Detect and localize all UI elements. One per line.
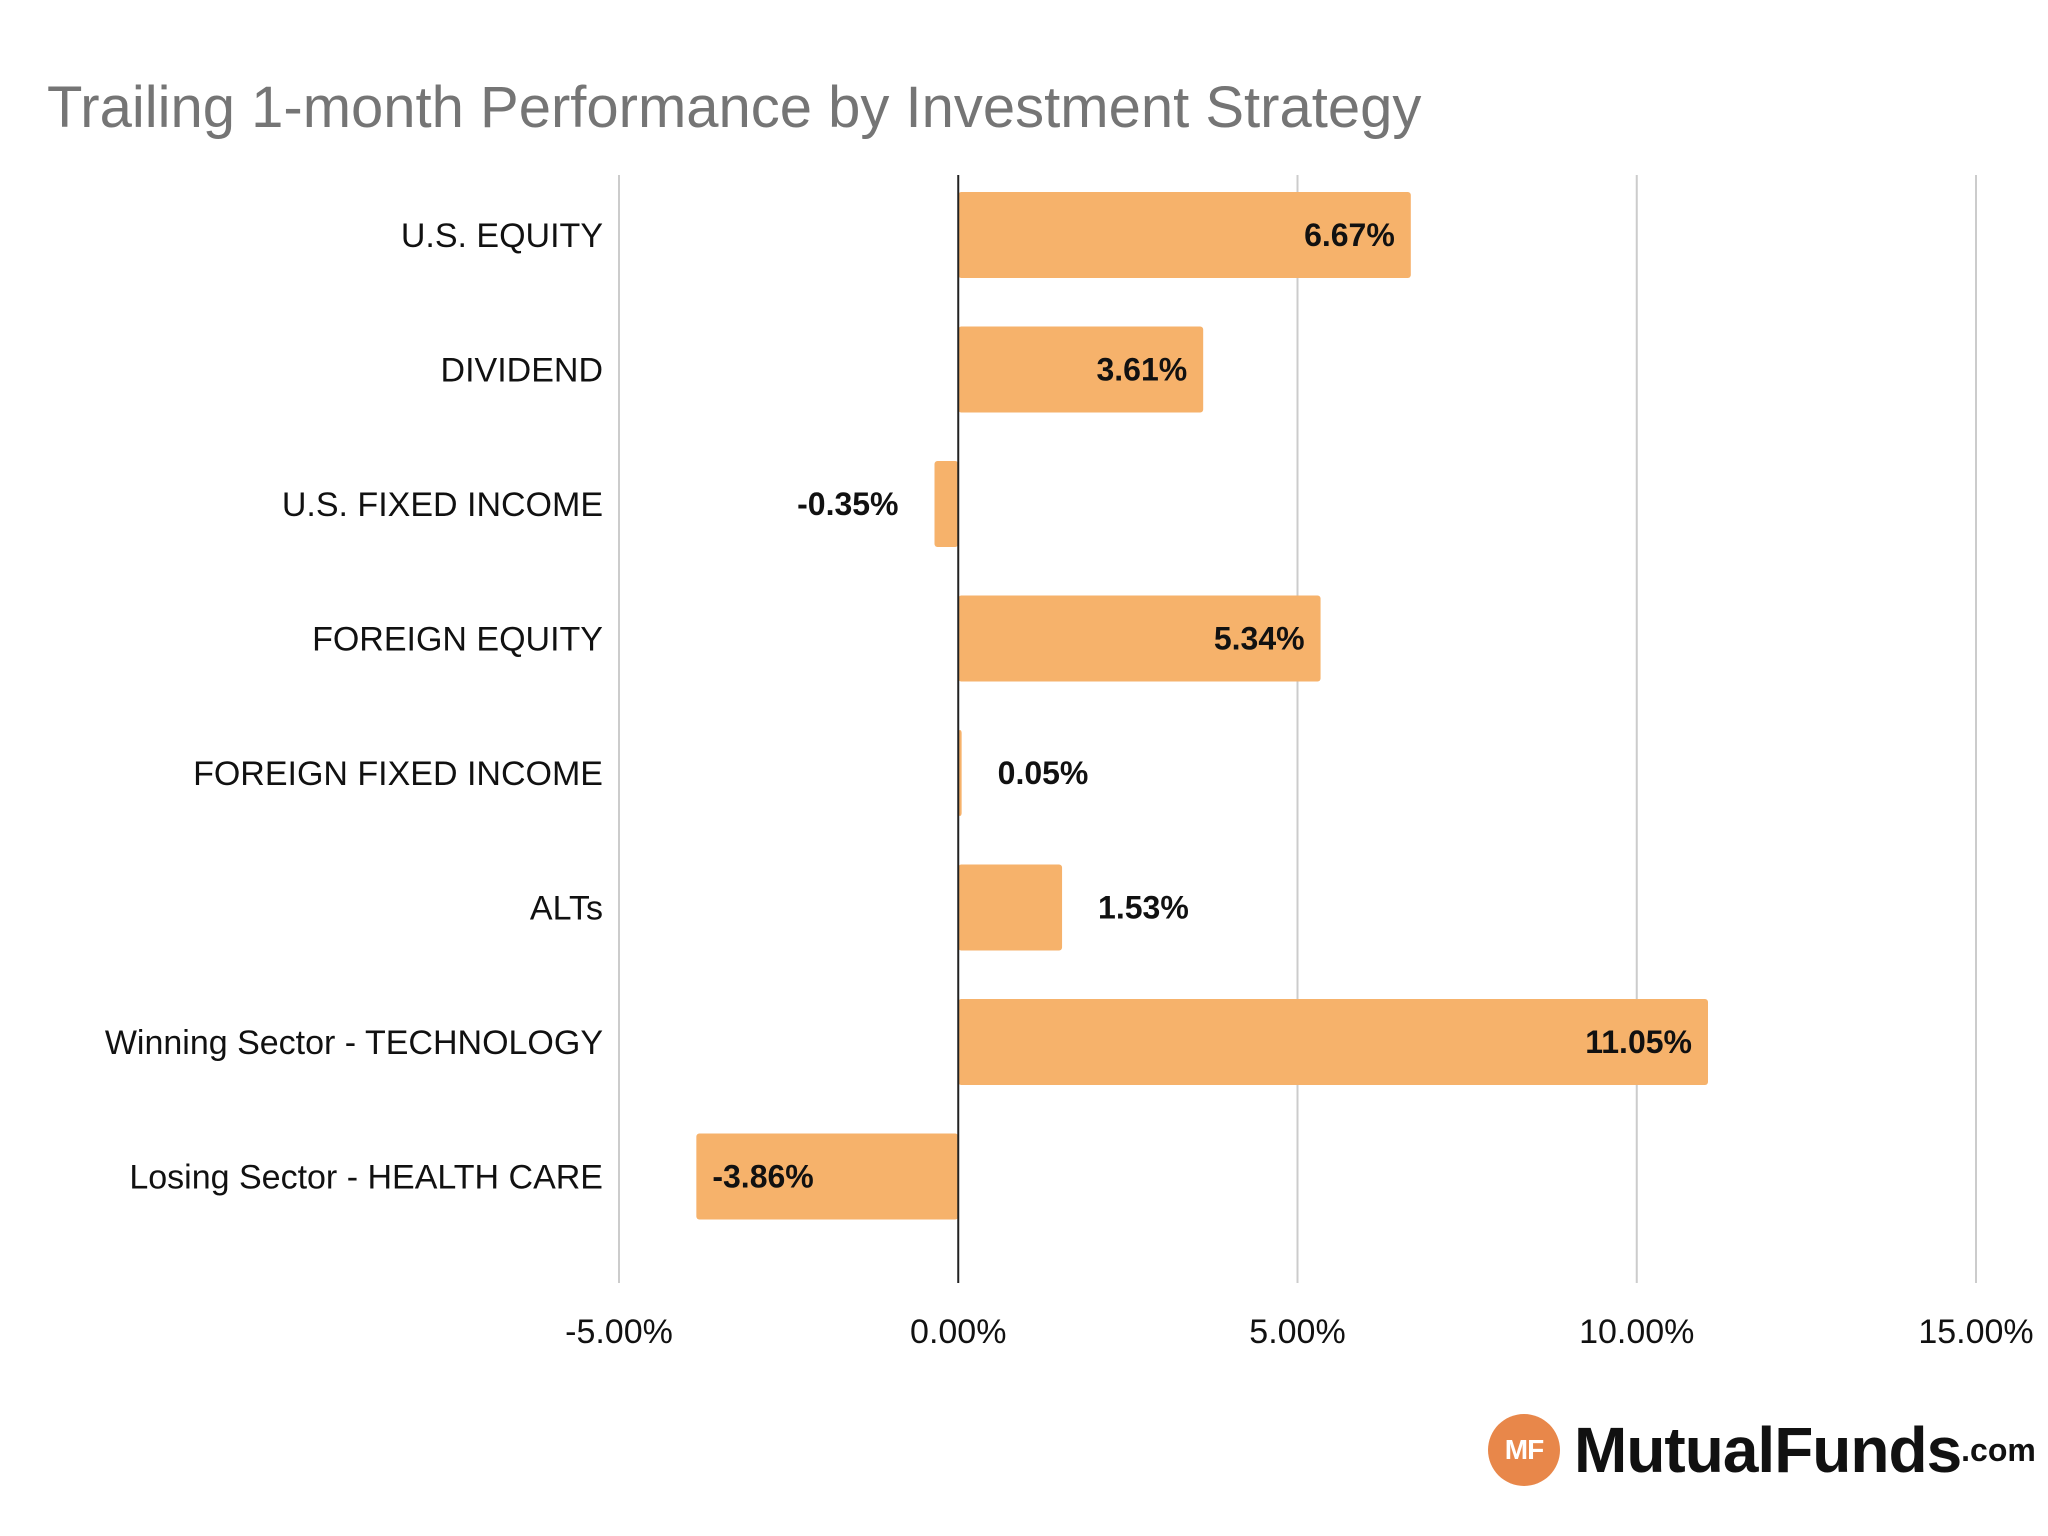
x-tick-label: 5.00%: [1249, 1313, 1345, 1351]
bar: [958, 326, 1204, 413]
category-label: FOREIGN EQUITY: [312, 621, 603, 659]
bar: [958, 192, 1411, 278]
category-label: ALTs: [530, 890, 603, 928]
bar: [958, 864, 1063, 951]
x-tick-label: 10.00%: [1579, 1313, 1694, 1351]
logo-suffix: .com: [1961, 1431, 2036, 1468]
bar: [696, 1133, 959, 1220]
category-label: DIVIDEND: [441, 352, 603, 390]
data-label: -3.86%: [712, 1159, 813, 1195]
x-tick-label: 0.00%: [910, 1313, 1006, 1351]
labels: -5.00% 0.00% 5.00% 10.00% 15.00% U.S. EQUITY 6…: [105, 217, 2034, 1351]
logo-name: MutualFunds: [1574, 1414, 1962, 1486]
category-label: Losing Sector - HEALTH CARE: [129, 1159, 603, 1197]
x-tick-label: 15.00%: [1918, 1313, 2033, 1351]
bars: [696, 192, 1708, 1220]
x-tick-label: -5.00%: [565, 1313, 673, 1351]
bar: [958, 595, 1321, 682]
bar: [934, 461, 959, 547]
category-label: FOREIGN FIXED INCOME: [193, 755, 603, 793]
grid-lines: [618, 175, 1977, 1283]
data-label: 6.67%: [1304, 217, 1395, 253]
data-label: 0.05%: [998, 755, 1089, 791]
logo-badge: MF: [1488, 1414, 1560, 1486]
category-label: Winning Sector - TECHNOLOGY: [105, 1024, 603, 1062]
data-label: 5.34%: [1214, 621, 1305, 657]
data-label: 11.05%: [1585, 1024, 1692, 1060]
mutualfunds-logo: MF MutualFunds .com: [1488, 1410, 2036, 1490]
chart-title: Trailing 1-month Performance by Investme…: [47, 75, 1422, 140]
category-label: U.S. EQUITY: [401, 217, 603, 255]
category-label: U.S. FIXED INCOME: [282, 486, 603, 524]
bar: [958, 999, 1708, 1085]
data-label: 1.53%: [1098, 890, 1189, 926]
data-label: -0.35%: [797, 486, 898, 522]
data-label: 3.61%: [1096, 352, 1187, 388]
